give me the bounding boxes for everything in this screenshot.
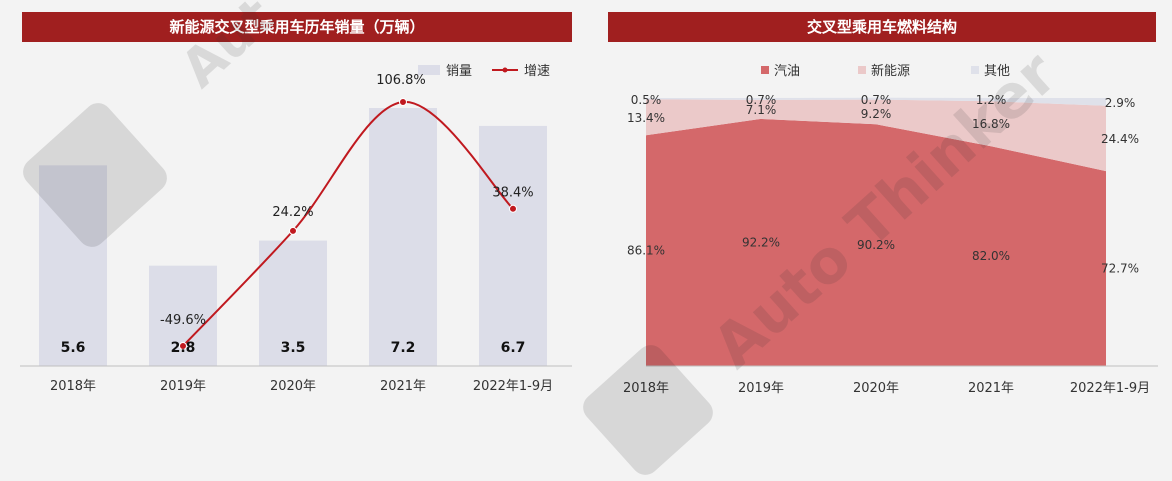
legend-label: 汽油 (774, 64, 800, 79)
legend-swatch (971, 66, 979, 74)
area-gasoline (646, 118, 1106, 367)
new-energy-data-label: 24.4% (1101, 132, 1139, 146)
growth-point (179, 342, 187, 350)
x-tick-label: 2018年 (623, 381, 669, 396)
legend-swatch (761, 66, 769, 74)
legend-swatch-sales (418, 65, 440, 75)
fuel-chart-title: 交叉型乘用车燃料结构 (608, 12, 1156, 42)
bar-data-label: 2.8 (171, 340, 196, 356)
area-new-energy (646, 99, 1106, 172)
sales-chart-panel: 新能源交叉型乘用车历年销量（万辆） 销量 增速 2018年 2019年 2020年 202… (0, 0, 586, 423)
gasoline-data-label: 90.2% (857, 238, 895, 252)
fuel-chart-svg: 汽油 新能源 其他 2018年 2019年 2020年 2021年 2022年1-9月 86.1… (623, 63, 1158, 396)
growth-point (399, 98, 407, 106)
growth-data-label: 106.8% (376, 73, 426, 88)
other-data-label: 0.7% (746, 93, 777, 107)
bar-data-label: 6.7 (501, 340, 526, 356)
legend-marker-growth (502, 67, 508, 73)
sales-chart-title: 新能源交叉型乘用车历年销量（万辆） (22, 12, 572, 42)
growth-data-label: 24.2% (272, 205, 313, 220)
new-energy-data-label: 13.4% (627, 111, 665, 125)
x-tick-label: 2020年 (270, 379, 316, 394)
legend-label: 新能源 (871, 63, 910, 79)
other-data-label: 1.2% (976, 93, 1007, 107)
bar-data-label: 7.2 (391, 340, 416, 356)
other-data-label: 0.5% (631, 93, 662, 107)
growth-data-label: 38.4% (492, 186, 533, 201)
sales-chart-svg: 销量 增速 2018年 2019年 2020年 2021年 2022年1-9月 -49.6% 2… (20, 64, 572, 394)
legend-label: 其他 (984, 64, 1010, 79)
fuel-structure-panel: 交叉型乘用车燃料结构 汽油 新能源 其他 2018年 2019年 2020年 2021年 20… (586, 0, 1172, 423)
bar-sales (479, 125, 547, 367)
growth-data-label: -49.6% (160, 313, 206, 328)
legend-swatch (858, 66, 866, 74)
new-energy-data-label: 9.2% (861, 107, 892, 121)
growth-point (509, 204, 517, 213)
legend-label-growth: 增速 (524, 64, 550, 79)
x-tick-label: 2021年 (968, 381, 1014, 396)
bar-data-label: 3.5 (281, 340, 306, 356)
x-tick-label: 2021年 (380, 379, 426, 394)
area-other (646, 97, 1106, 106)
growth-point (289, 226, 297, 235)
bar-sales (39, 165, 107, 366)
growth-line (182, 100, 514, 347)
gasoline-data-label: 92.2% (742, 235, 780, 249)
other-data-label: 2.9% (1105, 96, 1136, 110)
x-tick-label: 2022年1-9月 (473, 379, 553, 394)
x-tick-label: 2020年 (853, 381, 899, 396)
gasoline-data-label: 82.0% (972, 249, 1010, 263)
bar-sales (369, 108, 437, 366)
new-energy-data-label: 16.8% (972, 117, 1010, 131)
x-tick-label: 2022年1-9月 (1070, 381, 1150, 396)
x-tick-label: 2019年 (738, 381, 784, 396)
bar-data-label: 5.6 (61, 340, 86, 356)
other-data-label: 0.7% (861, 93, 892, 107)
x-tick-label: 2019年 (160, 379, 206, 394)
bar-sales (259, 240, 327, 366)
legend-label-sales: 销量 (446, 64, 472, 79)
gasoline-data-label: 72.7% (1101, 262, 1139, 276)
new-energy-data-label: 7.1% (746, 103, 777, 117)
gasoline-data-label: 86.1% (627, 244, 665, 258)
x-tick-label: 2018年 (50, 379, 96, 394)
